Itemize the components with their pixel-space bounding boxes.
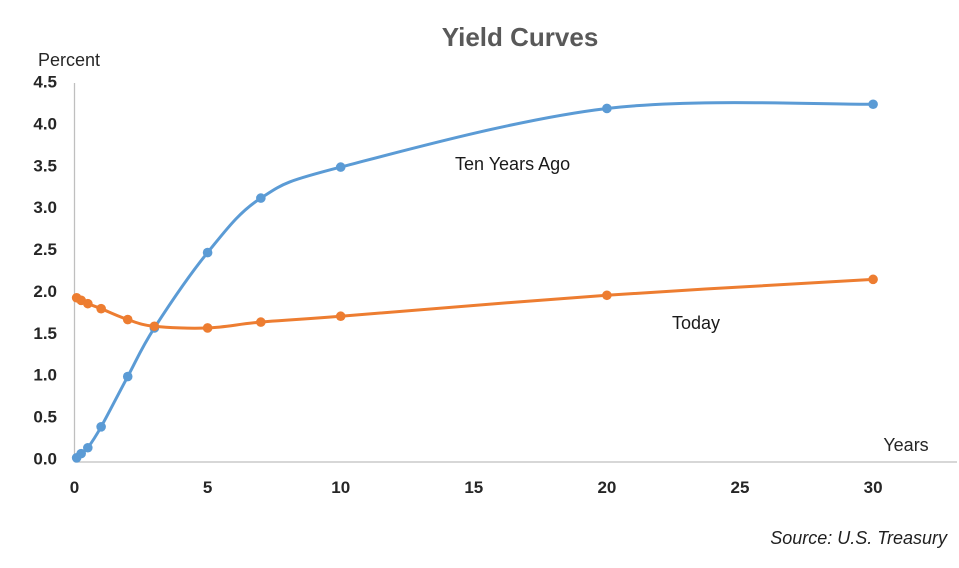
y-tick-label: 2.5 (33, 240, 57, 259)
data-point-ten-years-ago (202, 247, 213, 258)
data-point-ten-years-ago (122, 371, 133, 382)
data-point-today (83, 298, 93, 309)
data-point-today (868, 274, 878, 285)
y-tick-label: 0.5 (33, 408, 57, 427)
data-point-ten-years-ago (76, 448, 86, 459)
data-point-ten-years-ago (256, 193, 266, 203)
data-point-ten-years-ago (868, 99, 878, 110)
y-tick-label: 1.5 (33, 324, 57, 343)
data-point-today (122, 314, 133, 325)
y-tick-label: 1.0 (33, 366, 57, 385)
data-point-today (256, 317, 266, 327)
y-tick-label: 0.0 (33, 450, 57, 469)
x-tick-label: 25 (731, 478, 750, 497)
y-tick-label: 2.0 (33, 282, 57, 301)
x-axis-title: Years (883, 435, 929, 455)
x-tick-label: 30 (864, 478, 883, 497)
y-tick-label: 4.5 (33, 72, 57, 91)
data-point-ten-years-ago (96, 422, 106, 432)
y-tick-label: 3.5 (33, 156, 57, 175)
x-tick-label: 0 (70, 478, 79, 497)
x-tick-label: 20 (597, 478, 616, 497)
y-tick-label: 3.0 (33, 198, 57, 217)
x-tick-label: 5 (203, 478, 212, 497)
series-label-today: Today (672, 313, 721, 333)
series-label-ten-years-ago: Ten Years Ago (455, 154, 571, 174)
y-tick-label: 4.0 (33, 114, 57, 133)
source-note: Source: U.S. Treasury (770, 528, 947, 548)
data-point-ten-years-ago (83, 442, 93, 453)
y-axis-title: Percent (38, 50, 101, 70)
data-point-today (335, 311, 346, 322)
data-point-ten-years-ago (602, 103, 612, 114)
data-point-today (202, 323, 213, 333)
x-tick-label: 15 (464, 478, 483, 497)
data-point-today (602, 290, 612, 301)
series-line-today (75, 277, 875, 330)
data-point-today (96, 303, 106, 314)
x-tick-label: 10 (331, 478, 350, 497)
data-point-ten-years-ago (335, 162, 346, 172)
chart-title: Yield Curves (441, 22, 599, 52)
data-point-today (149, 321, 160, 332)
